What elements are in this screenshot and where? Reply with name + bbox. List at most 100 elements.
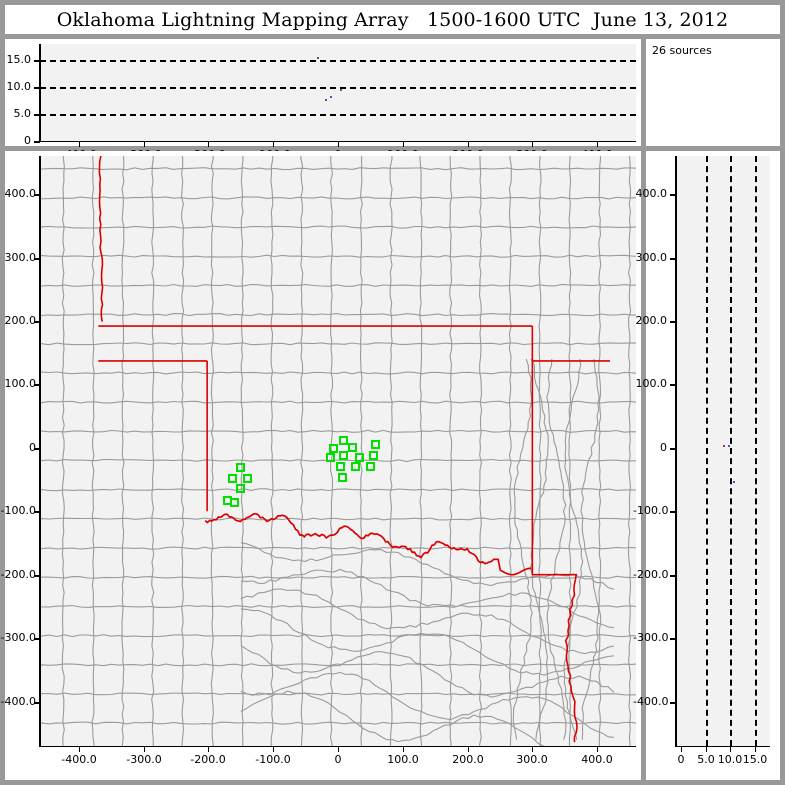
county-border: [478, 156, 483, 746]
x-tick-label-0: -400.0: [61, 753, 97, 766]
county-border: [121, 156, 125, 746]
source-point-altitude-north: [723, 445, 725, 447]
x-tick-label-2: -200.0: [190, 753, 226, 766]
x-tick-label-1: -300.0: [126, 753, 162, 766]
county-border: [40, 634, 636, 638]
x-tick-3: [755, 746, 756, 752]
y-tick-1: [34, 114, 40, 116]
altitude-vs-north-panel[interactable]: 400.0 300.0 200.0 100.0 0 -100.0 -200.0 -300.0 -…: [633, 151, 780, 780]
x-tick-label-1: 5.0: [697, 753, 715, 766]
x-tick-6: [468, 746, 469, 752]
y-tick-7: [670, 638, 676, 640]
x-tick-1: [144, 746, 145, 752]
x-tick-6: [468, 141, 469, 147]
county-border: [240, 608, 615, 676]
y-tick-1: [670, 258, 676, 260]
y-tick-3: [34, 60, 40, 62]
county-border: [40, 517, 636, 521]
source-marker: [336, 462, 345, 471]
y-tick-2: [34, 321, 40, 323]
y-tick-6: [34, 575, 40, 577]
county-border: [40, 663, 636, 667]
x-tick-3: [273, 141, 274, 147]
source-marker: [243, 474, 252, 483]
y-tick-label-2: 200.0: [4, 314, 37, 327]
county-border: [240, 588, 615, 655]
x-tick-label-3: -100.0: [255, 753, 291, 766]
x-tick-2: [208, 141, 209, 147]
source-point-altitude-north: [728, 445, 730, 447]
x-tick-label-8: 400.0: [581, 753, 613, 766]
county-border: [538, 156, 542, 746]
county-border: [389, 156, 393, 746]
source-point-altitude-east: [325, 99, 327, 101]
county-border: [240, 568, 615, 629]
county-border: [210, 156, 214, 746]
county-border: [61, 156, 65, 746]
county-border: [40, 196, 636, 200]
y-axis-line: [39, 156, 41, 747]
gridline-altitude-5: [40, 114, 636, 116]
county-border: [40, 546, 636, 550]
y-tick-label-2: 200.0: [635, 314, 668, 327]
y-tick-label-6: -200.0: [0, 568, 36, 581]
source-count-label: 26 sources: [652, 44, 712, 57]
y-axis-line: [675, 156, 677, 747]
source-marker: [348, 443, 357, 452]
y-tick-label-8: -400.0: [0, 695, 36, 708]
x-tick-label-0: 0: [677, 753, 685, 766]
x-tick-label-4: 0: [334, 753, 342, 766]
y-tick-8: [670, 702, 676, 704]
y-tick-label-3: 15.0: [6, 53, 32, 66]
x-tick-label-5: 100.0: [387, 753, 419, 766]
county-border: [627, 156, 632, 746]
county-border: [240, 671, 615, 738]
x-tick-label-7: 300.0: [516, 753, 548, 766]
altitude-vs-east-panel[interactable]: 05.010.015.0-400.0-300.0-200.0-100.00100…: [5, 39, 641, 161]
altitude-vs-north-plot-area[interactable]: [676, 156, 770, 746]
y-tick-8: [34, 702, 40, 704]
x-tick-label-2: 10.0: [717, 753, 743, 766]
source-marker: [371, 440, 380, 449]
x-tick-1: [144, 141, 145, 147]
source-marker: [329, 444, 338, 453]
county-border: [40, 225, 636, 229]
gridline-altitude-5: [706, 156, 708, 746]
y-tick-label-1: 300.0: [635, 251, 668, 264]
y-tick-7: [34, 638, 40, 640]
gridline-altitude-15: [40, 60, 636, 62]
altitude-vs-east-plot-area[interactable]: [40, 44, 636, 141]
y-axis-line: [39, 44, 41, 142]
map-panel[interactable]: 400.0 300.0 200.0 100.0 0 -100.0 -200.0 -300.0 -…: [1, 151, 641, 780]
y-tick-0: [34, 141, 40, 143]
source-point-altitude-east: [317, 57, 319, 59]
y-tick-label-1: 5.0: [13, 107, 32, 120]
x-tick-7: [532, 141, 533, 147]
county-border: [563, 358, 584, 740]
y-tick-label-1: 300.0: [4, 251, 37, 264]
county-border: [512, 358, 533, 740]
source-marker: [366, 462, 375, 471]
y-tick-label-2: 10.0: [6, 80, 32, 93]
y-tick-label-0: 400.0: [635, 187, 668, 200]
county-border: [419, 156, 423, 746]
county-border: [359, 156, 363, 746]
source-marker: [351, 462, 360, 471]
source-marker: [339, 436, 348, 445]
map-plot-area[interactable]: [40, 156, 636, 746]
county-border: [300, 156, 304, 746]
y-tick-0: [670, 194, 676, 196]
y-tick-3: [670, 384, 676, 386]
source-marker: [355, 453, 364, 462]
y-tick-label-4: 0: [29, 441, 36, 454]
source-point-altitude-east: [330, 96, 332, 98]
y-tick-3: [34, 384, 40, 386]
source-point-altitude-east: [340, 89, 342, 91]
state-border: [98, 156, 104, 322]
x-tick-0: [79, 141, 80, 147]
x-tick-5: [403, 141, 404, 147]
county-border: [181, 156, 185, 746]
source-point-altitude-north: [733, 481, 735, 483]
state-border: [532, 573, 578, 743]
county-border: [151, 156, 155, 746]
